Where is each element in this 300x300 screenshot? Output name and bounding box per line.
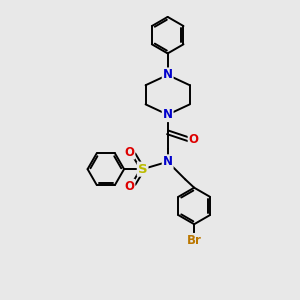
Text: O: O <box>189 133 199 146</box>
Text: O: O <box>124 180 134 193</box>
Text: N: N <box>163 155 173 168</box>
Text: N: N <box>163 108 173 121</box>
Text: O: O <box>124 146 134 159</box>
Text: N: N <box>163 68 173 81</box>
Text: S: S <box>138 163 148 176</box>
Text: Br: Br <box>187 234 202 247</box>
